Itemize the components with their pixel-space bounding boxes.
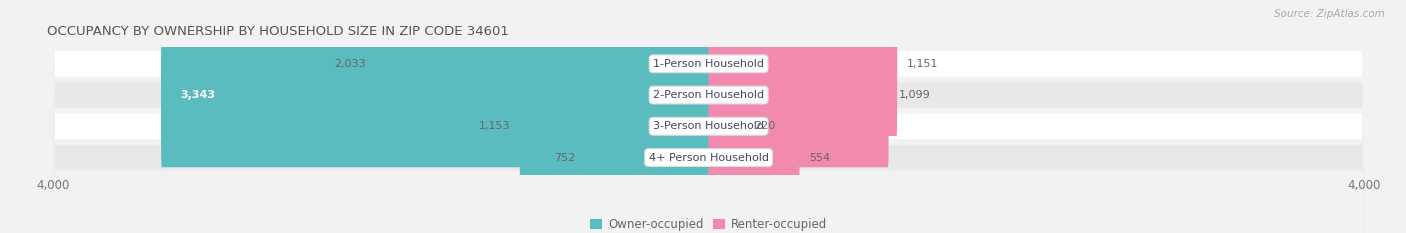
Legend: Owner-occupied, Renter-occupied: Owner-occupied, Renter-occupied xyxy=(585,213,832,233)
Text: 752: 752 xyxy=(554,153,575,163)
FancyBboxPatch shape xyxy=(709,11,889,179)
Text: OCCUPANCY BY OWNERSHIP BY HOUSEHOLD SIZE IN ZIP CODE 34601: OCCUPANCY BY OWNERSHIP BY HOUSEHOLD SIZE… xyxy=(46,25,509,38)
Text: 1,153: 1,153 xyxy=(478,121,510,131)
Text: 2,033: 2,033 xyxy=(335,59,366,69)
FancyBboxPatch shape xyxy=(53,0,1364,233)
FancyBboxPatch shape xyxy=(585,73,709,233)
FancyBboxPatch shape xyxy=(53,0,1364,233)
Text: 3-Person Household: 3-Person Household xyxy=(654,121,763,131)
FancyBboxPatch shape xyxy=(160,11,709,179)
Text: 3,343: 3,343 xyxy=(181,90,215,100)
Text: 220: 220 xyxy=(755,121,776,131)
Text: Source: ZipAtlas.com: Source: ZipAtlas.com xyxy=(1274,9,1385,19)
FancyBboxPatch shape xyxy=(53,0,1364,233)
Text: 554: 554 xyxy=(810,153,831,163)
FancyBboxPatch shape xyxy=(709,73,800,233)
Text: 1,099: 1,099 xyxy=(898,90,931,100)
FancyBboxPatch shape xyxy=(53,0,1364,233)
FancyBboxPatch shape xyxy=(709,42,745,210)
Text: 4+ Person Household: 4+ Person Household xyxy=(648,153,769,163)
Text: 2-Person Household: 2-Person Household xyxy=(652,90,765,100)
FancyBboxPatch shape xyxy=(709,0,897,148)
Text: 1,151: 1,151 xyxy=(907,59,938,69)
FancyBboxPatch shape xyxy=(375,0,709,148)
Text: 1-Person Household: 1-Person Household xyxy=(654,59,763,69)
FancyBboxPatch shape xyxy=(519,42,709,210)
